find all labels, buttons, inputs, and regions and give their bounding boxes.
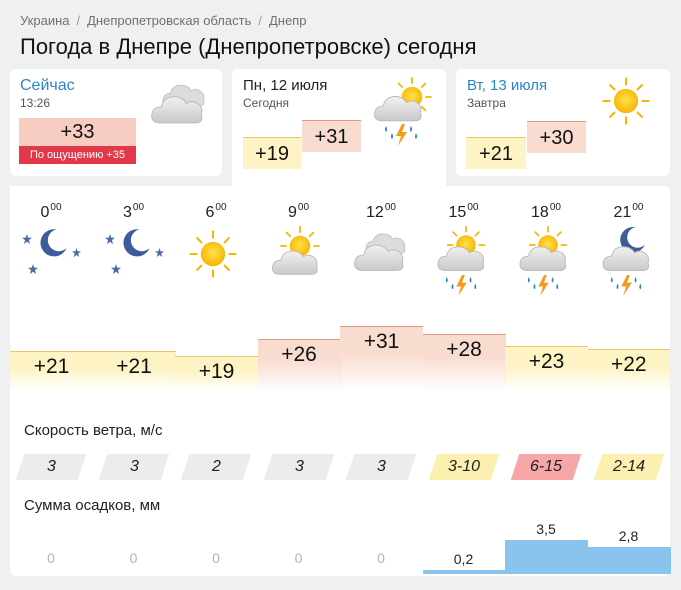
hour-temperature: +31 xyxy=(340,326,423,391)
sun-icon xyxy=(602,77,650,125)
precip-value: 0 xyxy=(47,550,55,566)
sun-icon xyxy=(183,224,243,289)
cloudy-icon xyxy=(151,84,205,124)
night-clear-icon xyxy=(18,224,88,289)
breadcrumb-link-country[interactable]: Украина xyxy=(20,13,70,28)
partly-cloudy-thunderstorm-icon xyxy=(513,224,579,305)
hour-label: 1200 xyxy=(366,202,396,221)
hour-label: 300 xyxy=(122,202,145,221)
hour-label: 600 xyxy=(205,202,227,221)
precip-value: 2,8 xyxy=(618,528,639,544)
precip-value: 0 xyxy=(377,550,385,566)
partly-cloudy-thunderstorm-icon xyxy=(431,224,497,305)
hour-temperature: +21 xyxy=(92,351,176,391)
now-time: 13:26 xyxy=(20,96,51,110)
wind-speed: 2-14 xyxy=(593,454,664,480)
precip-bar xyxy=(422,570,506,574)
partly-cloudy-icon xyxy=(266,224,332,289)
hour-temperature: +23 xyxy=(505,346,588,391)
feels-like-badge: По ощущению +35 xyxy=(19,146,136,164)
day-low-temperature: +19 xyxy=(243,137,301,169)
precip-label: Сумма осадков, мм xyxy=(24,497,161,514)
precip-value: 0,2 xyxy=(453,551,474,567)
precip-value: 3,5 xyxy=(536,521,556,537)
hour-temperature: +19 xyxy=(175,356,258,391)
day-high-temperature: +31 xyxy=(302,120,361,152)
wind-speed: 3 xyxy=(263,454,334,480)
day-title: Вт, 13 июля xyxy=(467,77,548,94)
breadcrumb-link-region[interactable]: Днепропетровская область xyxy=(87,13,252,28)
precip-value: 0 xyxy=(212,550,220,566)
day-low-temperature: +21 xyxy=(466,137,526,169)
hour-label: 1500 xyxy=(448,202,479,221)
now-card[interactable]: Сейчас 13:26 +33 По ощущению +35 xyxy=(10,69,222,176)
wind-label: Скорость ветра, м/с xyxy=(24,422,163,439)
hour-label: 2100 xyxy=(613,202,644,221)
wind-speed: 6-15 xyxy=(510,454,582,480)
precip-value: 0 xyxy=(294,550,303,566)
precip-value: 0 xyxy=(129,550,138,566)
day-card-tomorrow[interactable]: Вт, 13 июля Завтра +21 +30 xyxy=(456,69,670,176)
now-title: Сейчас xyxy=(20,77,75,94)
day-subtitle: Сегодня xyxy=(243,96,289,110)
hour-label: 900 xyxy=(287,202,310,221)
precip-bar xyxy=(505,540,588,574)
wind-speed: 2 xyxy=(180,454,252,480)
wind-speed: 3 xyxy=(15,454,87,480)
hour-temperature: +21 xyxy=(10,351,93,391)
hour-temperature: +26 xyxy=(257,339,341,391)
hourly-forecast: 000 300 600 900 1200 1500 1800 2100 +21 +21 +19 +2… xyxy=(10,186,671,576)
wind-speed: 3-10 xyxy=(428,454,499,480)
now-temperature: +33 xyxy=(19,118,136,146)
hour-temperature: +28 xyxy=(422,334,506,391)
page-title: Погода в Днепре (Днепропетровске) сегодн… xyxy=(20,34,477,59)
day-subtitle: Завтра xyxy=(467,96,506,110)
cloudy-icon xyxy=(348,224,414,289)
hour-temperature: +22 xyxy=(587,349,670,391)
breadcrumb: Украина / Днепропетровская область / Днепр xyxy=(20,13,307,28)
night-clear-icon xyxy=(101,224,171,289)
hour-label: 1800 xyxy=(531,202,561,221)
night-cloudy-thunderstorm-icon xyxy=(596,224,662,305)
precip-bar xyxy=(587,547,671,574)
wind-speed: 3 xyxy=(345,454,417,480)
partly-cloudy-thunderstorm-icon xyxy=(374,77,432,146)
day-title: Пн, 12 июля xyxy=(243,77,328,94)
day-high-temperature: +30 xyxy=(527,121,586,153)
breadcrumb-link-city[interactable]: Днепр xyxy=(268,13,307,28)
wind-speed: 3 xyxy=(98,454,169,480)
day-card-today[interactable]: Пн, 12 июля Сегодня +19 +31 xyxy=(232,69,446,191)
hour-label: 000 xyxy=(40,202,62,221)
